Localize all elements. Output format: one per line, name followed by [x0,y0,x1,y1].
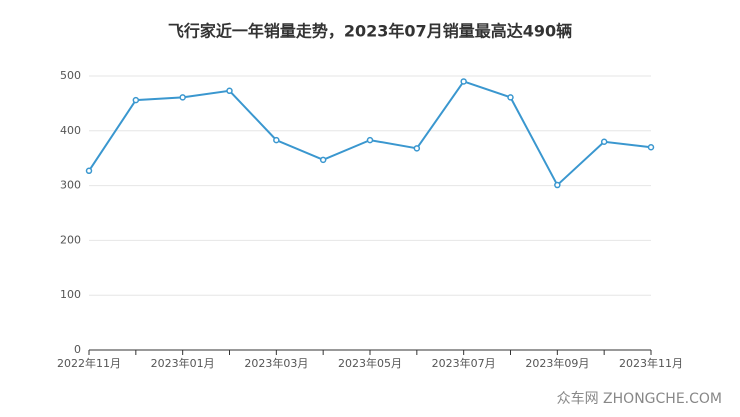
y-tick-label: 200 [60,233,81,246]
x-tick-label: 2023年03月 [244,356,308,370]
point [413,145,421,152]
y-tick-label: 0 [74,343,81,356]
y-tick-label: 500 [60,69,81,82]
y-tick-label: 400 [60,124,81,137]
point [319,156,327,164]
point [132,96,140,104]
point [226,87,233,95]
point [647,143,655,151]
point [179,94,186,101]
x-tick-label: 2023年09月 [525,356,589,370]
point [460,78,467,85]
chart-title: 飞行家近一年销量走势，2023年07月销量最高达490辆 [168,22,572,41]
point [85,167,93,175]
line [88,80,652,187]
point [554,181,561,189]
x-tick-label: 2023年11月 [619,356,683,370]
point [600,138,608,146]
point [507,94,514,101]
x-tick-label: 2023年01月 [151,356,215,370]
y-tick-label: 300 [60,179,81,192]
point [273,136,280,144]
x-tick-label: 2023年07月 [432,356,496,370]
x-tick-label: 2023年05月 [338,356,402,370]
y-tick-label: 100 [60,288,81,301]
x-tick-label: 2022年11月 [57,356,121,370]
point [366,136,374,144]
watermark: 众车网 ZHONGCHE.COM [557,390,722,407]
